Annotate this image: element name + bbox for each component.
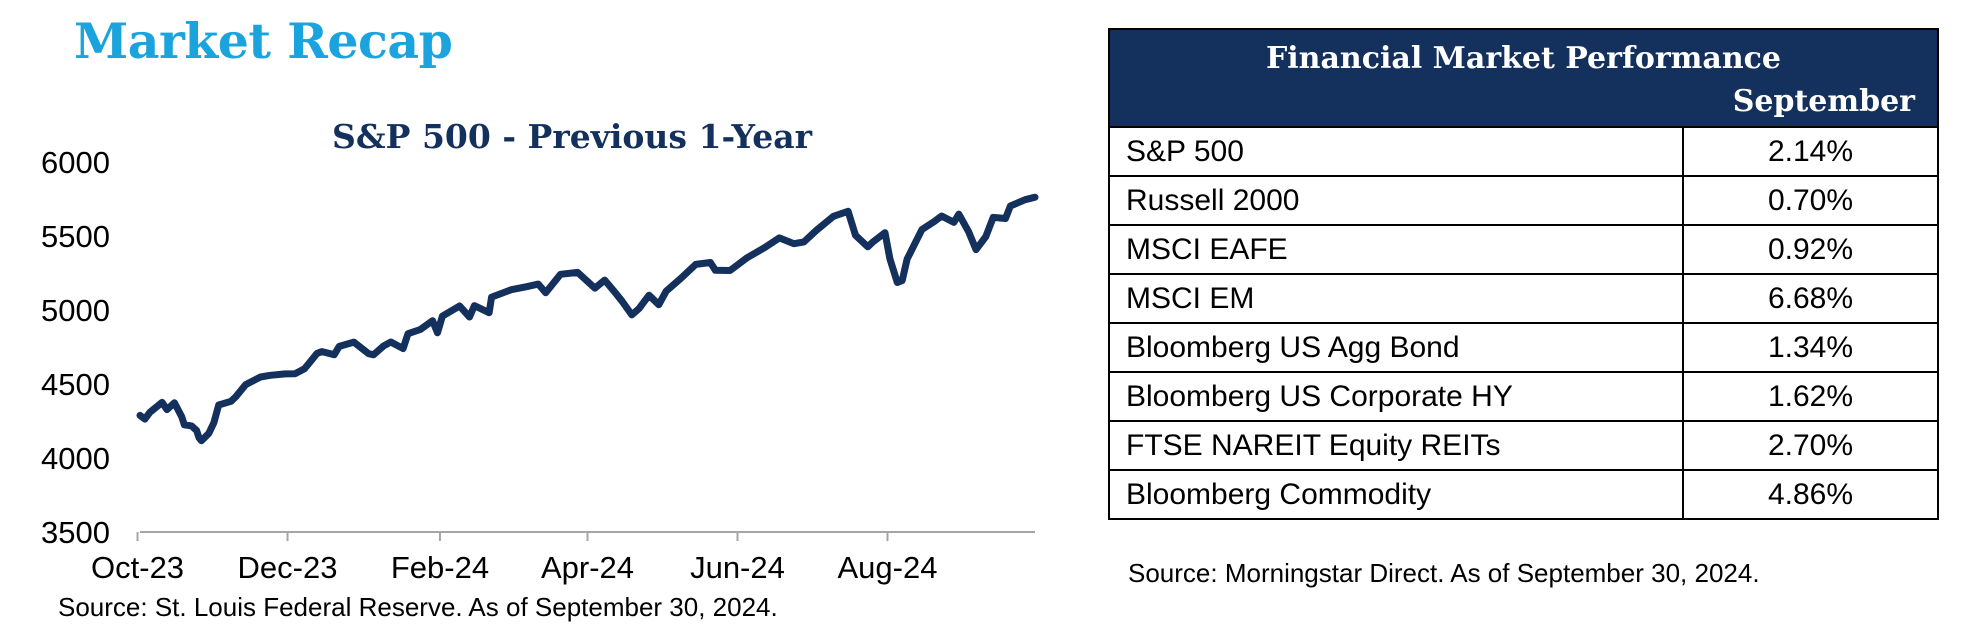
- index-return: 0.92%: [1682, 224, 1939, 275]
- x-tick-label: Feb-24: [391, 550, 489, 585]
- x-tick-label: Dec-23: [238, 550, 338, 585]
- y-tick-label: 6000: [41, 145, 110, 180]
- index-return: 0.70%: [1682, 175, 1939, 226]
- sp500-series-line: [136, 193, 1039, 445]
- index-return: 2.70%: [1682, 420, 1939, 471]
- index-name: Russell 2000: [1108, 175, 1684, 226]
- table-source-note: Source: Morningstar Direct. As of Septem…: [1128, 558, 1760, 588]
- index-name: Bloomberg US Agg Bond: [1108, 322, 1684, 373]
- index-name: Bloomberg Commodity: [1108, 469, 1684, 520]
- y-tick-label: 3500: [41, 515, 110, 550]
- x-tick-label: Jun-24: [690, 550, 785, 585]
- y-tick-label: 4500: [41, 367, 110, 402]
- y-tick-label: 5500: [41, 219, 110, 254]
- table-row: MSCI EAFE 0.92%: [1108, 224, 1939, 275]
- y-axis: 6000 5500 5000 4500 4000 3500: [41, 145, 110, 550]
- x-axis: Oct-23 Dec-23 Feb-24 Apr-24 Jun-24 Aug-24: [91, 532, 937, 585]
- index-return: 2.14%: [1682, 126, 1939, 177]
- y-tick-label: 5000: [41, 293, 110, 328]
- x-tick-label: Aug-24: [837, 550, 937, 585]
- x-tick-label: Apr-24: [541, 550, 634, 585]
- column-header-period: September: [1109, 76, 1938, 127]
- table-row: Bloomberg Commodity 4.86%: [1108, 469, 1939, 520]
- table-row: MSCI EM 6.68%: [1108, 273, 1939, 324]
- performance-table: Financial Market Performance September S…: [1108, 28, 1939, 520]
- index-name: MSCI EM: [1108, 273, 1684, 324]
- table-title: Financial Market Performance: [1109, 29, 1938, 76]
- index-name: Bloomberg US Corporate HY: [1108, 371, 1684, 422]
- chart-source-note: Source: St. Louis Federal Reserve. As of…: [58, 592, 778, 622]
- table-row: S&P 500 2.14%: [1108, 126, 1939, 177]
- index-return: 6.68%: [1682, 273, 1939, 324]
- chart-title: S&P 500 - Previous 1-Year: [332, 117, 813, 156]
- index-return: 4.86%: [1682, 469, 1939, 520]
- table-row: Russell 2000 0.70%: [1108, 175, 1939, 226]
- x-tick-label: Oct-23: [91, 550, 184, 585]
- page-title: Market Recap: [74, 12, 453, 70]
- y-tick-label: 4000: [41, 441, 110, 476]
- index-name: MSCI EAFE: [1108, 224, 1684, 275]
- table-row: Bloomberg US Agg Bond 1.34%: [1108, 322, 1939, 373]
- index-name: S&P 500: [1108, 126, 1684, 177]
- index-return: 1.34%: [1682, 322, 1939, 373]
- table-row: Bloomberg US Corporate HY 1.62%: [1108, 371, 1939, 422]
- index-return: 1.62%: [1682, 371, 1939, 422]
- index-name: FTSE NAREIT Equity REITs: [1108, 420, 1684, 471]
- table-row: FTSE NAREIT Equity REITs 2.70%: [1108, 420, 1939, 471]
- sp500-line-chart: S&P 500 - Previous 1-Year 6000 5500 5000 45…: [41, 117, 1039, 585]
